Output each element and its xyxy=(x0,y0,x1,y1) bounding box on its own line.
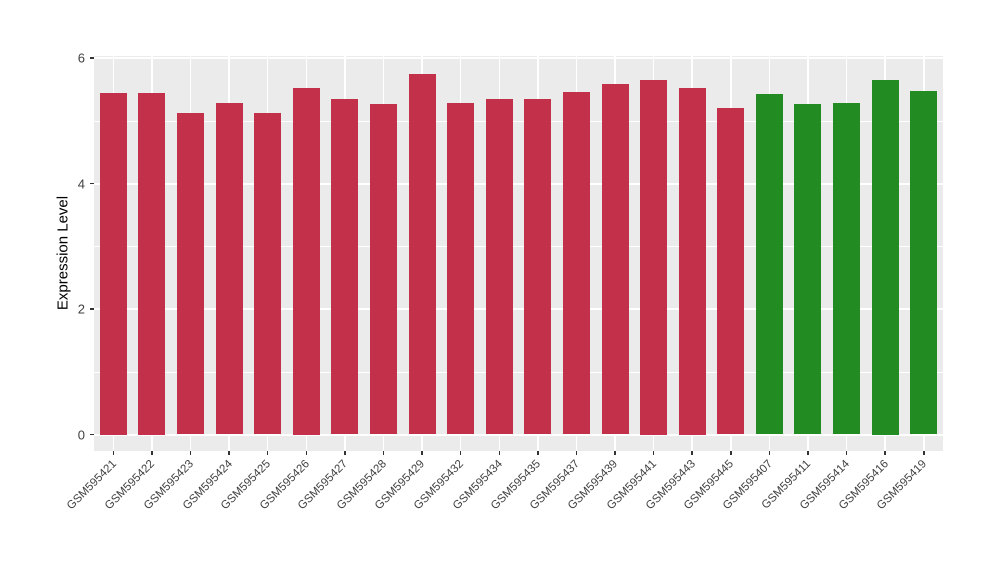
x-tick-mark xyxy=(575,451,578,455)
bar-GSM595422 xyxy=(138,92,166,435)
x-tick-mark xyxy=(498,451,500,455)
x-tick-mark xyxy=(421,451,423,455)
x-tick-mark xyxy=(305,451,307,455)
bar-GSM595435 xyxy=(524,99,552,435)
y-axis-title: Expression Level xyxy=(54,195,72,311)
x-tick-mark xyxy=(730,451,732,455)
bar-GSM595429 xyxy=(408,73,436,435)
bar-GSM595411 xyxy=(794,104,822,435)
y-tick-mark xyxy=(90,57,94,59)
y-tick-label: 4 xyxy=(77,176,85,191)
bar-GSM595434 xyxy=(485,98,513,435)
bar-GSM595425 xyxy=(254,112,282,435)
bar-GSM595421 xyxy=(99,92,127,435)
x-tick-mark xyxy=(691,451,693,455)
y-tick-mark xyxy=(90,433,94,436)
bar-GSM595443 xyxy=(678,87,706,435)
x-tick-mark xyxy=(923,451,925,455)
x-tick-mark xyxy=(768,451,771,455)
x-tick-mark xyxy=(884,451,886,455)
bar-GSM595428 xyxy=(369,104,397,435)
bar-GSM595424 xyxy=(215,103,243,435)
gridline-major-y xyxy=(94,308,943,310)
bar-GSM595439 xyxy=(601,83,629,435)
gridline-major-y xyxy=(94,182,943,185)
bar-GSM595419 xyxy=(910,90,938,435)
bar-GSM595407 xyxy=(755,93,783,435)
x-tick-mark xyxy=(652,451,655,455)
gridline-minor-y xyxy=(94,120,943,122)
bar-GSM595441 xyxy=(640,80,668,435)
x-tick-mark xyxy=(228,451,230,455)
bar-GSM595416 xyxy=(871,80,899,435)
y-tick-mark xyxy=(90,182,94,185)
gridline-minor-y xyxy=(94,371,943,373)
x-tick-mark xyxy=(151,451,153,455)
x-tick-mark xyxy=(382,451,385,455)
plot-panel xyxy=(94,56,943,451)
bar-GSM595432 xyxy=(447,102,475,435)
y-tick-label: 6 xyxy=(77,50,85,66)
bar-GSM595445 xyxy=(717,108,745,435)
x-tick-mark xyxy=(266,451,269,455)
x-tick-mark xyxy=(344,451,346,455)
x-tick-mark xyxy=(614,451,616,455)
bar-GSM595437 xyxy=(562,91,590,435)
bar-GSM595423 xyxy=(177,113,204,435)
y-tick-mark xyxy=(90,308,94,310)
y-tick-label: 0 xyxy=(77,427,85,442)
gridline-major-y xyxy=(94,433,943,436)
x-tick-mark xyxy=(189,451,192,455)
gridline-major-y xyxy=(94,57,943,59)
x-tick-mark xyxy=(459,451,462,455)
x-tick-mark xyxy=(845,451,848,455)
bar-GSM595427 xyxy=(331,98,359,435)
bar-GSM595414 xyxy=(833,102,860,435)
gridline-minor-y xyxy=(94,246,943,248)
x-tick-mark xyxy=(807,451,809,455)
x-tick-mark xyxy=(112,451,114,455)
bar-GSM595426 xyxy=(292,87,320,435)
x-tick-mark xyxy=(537,451,539,455)
y-tick-label: 2 xyxy=(77,301,85,317)
